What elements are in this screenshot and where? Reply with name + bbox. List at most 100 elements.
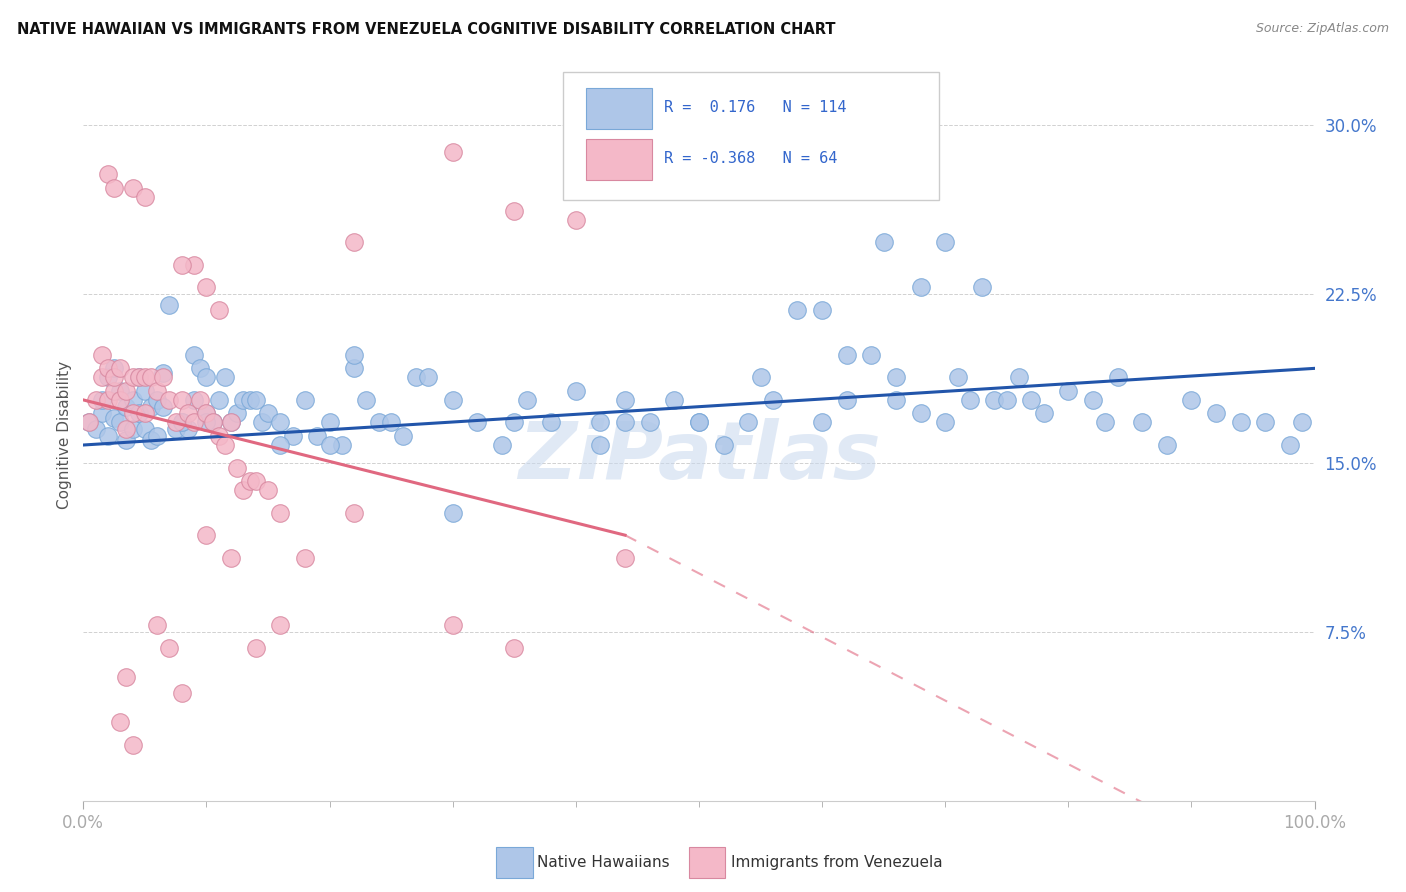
Point <box>1156 438 1178 452</box>
Text: Native Hawaiians: Native Hawaiians <box>537 855 669 870</box>
Point <box>110 361 132 376</box>
Point <box>1057 384 1080 398</box>
Point <box>343 506 366 520</box>
Point <box>128 370 150 384</box>
Point <box>97 361 120 376</box>
Point <box>128 407 150 421</box>
Point <box>1205 407 1227 421</box>
Point <box>195 370 218 384</box>
Point <box>614 416 637 430</box>
Point <box>103 181 125 195</box>
Point <box>152 370 174 384</box>
Point <box>183 416 205 430</box>
Point <box>170 416 193 430</box>
Point <box>737 416 759 430</box>
Point <box>90 370 112 384</box>
Point <box>195 416 218 430</box>
Point <box>318 438 340 452</box>
Point <box>860 348 883 362</box>
Point <box>121 738 143 752</box>
Point <box>170 392 193 407</box>
Point <box>1081 392 1104 407</box>
Point <box>110 392 132 407</box>
Point <box>872 235 894 249</box>
Point <box>170 686 193 700</box>
Point <box>269 618 291 632</box>
Point <box>343 361 366 376</box>
Point <box>146 429 169 443</box>
Point <box>516 392 538 407</box>
Point <box>214 438 236 452</box>
Point <box>195 407 218 421</box>
Point <box>713 438 735 452</box>
Point <box>84 392 107 407</box>
Point <box>115 384 138 398</box>
Point <box>416 370 439 384</box>
Point <box>1130 416 1153 430</box>
Point <box>139 370 162 384</box>
Point <box>1107 370 1129 384</box>
Point <box>214 370 236 384</box>
Point <box>1291 416 1313 430</box>
Point <box>121 407 143 421</box>
Point <box>405 370 427 384</box>
Point <box>638 416 661 430</box>
Point <box>1278 438 1301 452</box>
Point <box>835 348 858 362</box>
Point <box>97 370 120 384</box>
Point <box>1032 407 1054 421</box>
Point <box>294 392 316 407</box>
Point <box>294 550 316 565</box>
Point <box>367 416 389 430</box>
Point <box>392 429 415 443</box>
Point <box>257 407 280 421</box>
Point <box>159 640 181 655</box>
Point <box>946 370 969 384</box>
Point <box>115 422 138 436</box>
Point <box>491 438 513 452</box>
Point <box>565 212 588 227</box>
Point <box>884 370 907 384</box>
Point <box>269 416 291 430</box>
Point <box>208 392 231 407</box>
Point <box>165 422 187 436</box>
Point <box>110 416 132 430</box>
Point <box>226 460 249 475</box>
Point <box>139 400 162 414</box>
Text: ZiPatlas: ZiPatlas <box>517 417 880 496</box>
Point <box>441 618 464 632</box>
Point <box>110 384 132 398</box>
Point <box>983 392 1005 407</box>
FancyBboxPatch shape <box>586 87 652 128</box>
Point <box>188 361 211 376</box>
FancyBboxPatch shape <box>564 72 939 201</box>
Point <box>688 416 710 430</box>
FancyBboxPatch shape <box>586 139 652 180</box>
Point <box>110 715 132 730</box>
Point <box>910 280 932 294</box>
Text: Immigrants from Venezuela: Immigrants from Venezuela <box>731 855 943 870</box>
Text: NATIVE HAWAIIAN VS IMMIGRANTS FROM VENEZUELA COGNITIVE DISABILITY CORRELATION CH: NATIVE HAWAIIAN VS IMMIGRANTS FROM VENEZ… <box>17 22 835 37</box>
Point <box>170 258 193 272</box>
Point <box>146 384 169 398</box>
Point <box>245 392 267 407</box>
Point <box>281 429 304 443</box>
Point <box>1254 416 1277 430</box>
Point <box>307 429 329 443</box>
Point <box>232 483 254 497</box>
Point <box>995 392 1018 407</box>
Point <box>1008 370 1031 384</box>
Point <box>183 258 205 272</box>
Point <box>565 384 588 398</box>
Point <box>103 411 125 425</box>
Point <box>441 392 464 407</box>
Point <box>84 422 107 436</box>
Point <box>219 416 242 430</box>
Point <box>245 640 267 655</box>
Point <box>884 392 907 407</box>
Point <box>664 392 686 407</box>
Point <box>238 392 260 407</box>
Point <box>614 392 637 407</box>
Point <box>90 348 112 362</box>
Point <box>121 422 143 436</box>
